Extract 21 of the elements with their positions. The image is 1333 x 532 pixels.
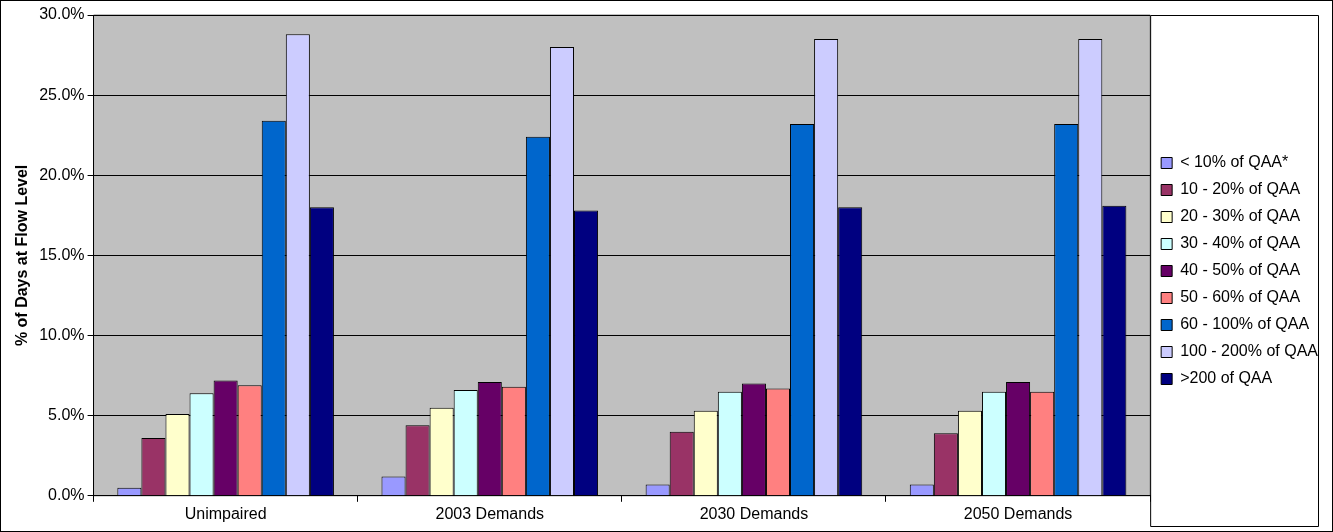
legend-label: >200 of QAA xyxy=(1180,369,1273,387)
x-tick-label: 2050 Demands xyxy=(963,504,1073,522)
x-tick-label: 2003 Demands xyxy=(435,504,545,522)
legend-label: 30 - 40% of QAA xyxy=(1180,234,1301,252)
legend-label: 20 - 30% of QAA xyxy=(1180,207,1301,225)
y-tick-label: 30.0% xyxy=(39,5,85,23)
legend-label: < 10% of QAA* xyxy=(1180,153,1289,171)
y-tick-label: 25.0% xyxy=(39,85,85,103)
y-tick-label: 0.0% xyxy=(48,486,85,504)
y-tick-label: 5.0% xyxy=(48,406,85,424)
y-tick-label: 10.0% xyxy=(39,325,85,343)
legend-label: 100 - 200% of QAA xyxy=(1180,342,1319,360)
x-tick-label: Unimpaired xyxy=(184,504,267,522)
x-tick-label: 2030 Demands xyxy=(699,504,809,522)
legend-label: 40 - 50% of QAA xyxy=(1180,261,1301,279)
legend-label: 60 - 100% of QAA xyxy=(1180,315,1310,333)
legend-label: 10 - 20% of QAA xyxy=(1180,180,1301,198)
y-axis-title: % of Days at Flow Level xyxy=(13,164,31,347)
y-tick-label: 15.0% xyxy=(39,245,85,263)
y-tick-label: 20.0% xyxy=(39,165,85,183)
legend-label: 50 - 60% of QAA xyxy=(1180,288,1301,306)
